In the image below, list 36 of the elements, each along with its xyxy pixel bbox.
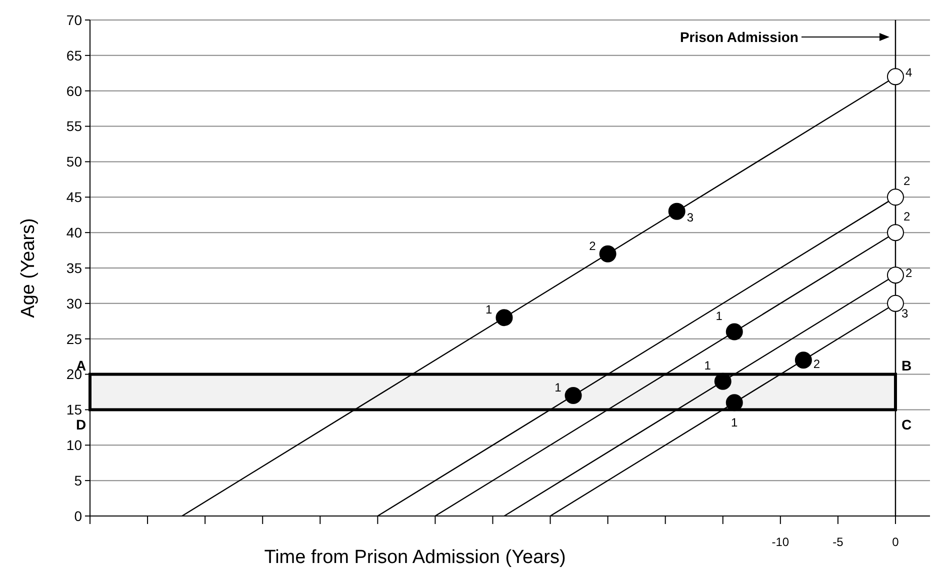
x-tick-label: -5	[832, 535, 844, 549]
annotation: B	[901, 357, 912, 374]
text: D	[76, 416, 86, 433]
y-tick-label: 10	[66, 437, 82, 454]
annotation: 1	[554, 380, 562, 395]
ref-line-label: Prison Admission	[680, 29, 798, 45]
annotation: 1	[486, 302, 493, 317]
annotation: 3	[901, 306, 908, 320]
y-tick-label: 25	[66, 330, 82, 347]
y-tick-label: 55	[66, 118, 82, 134]
annotation: 2	[905, 266, 912, 280]
y-tick-label: 50	[66, 154, 82, 170]
annotation: 1	[731, 416, 738, 430]
x-tick-label: -10	[772, 535, 790, 549]
y-tick-label: 0	[74, 508, 82, 524]
y-tick-label: 40	[66, 224, 82, 240]
y-tick-label: 15	[66, 402, 82, 418]
annotation: 1	[704, 358, 712, 372]
annotation: 2	[813, 357, 820, 372]
annotation: 1	[716, 308, 723, 323]
annotation: 2	[903, 210, 910, 224]
y-tick-label: 70	[66, 12, 82, 28]
y-tick-label: 30	[66, 295, 82, 312]
x-tick-label: 0	[892, 535, 900, 549]
y-tick-label: 65	[66, 47, 82, 64]
y-tick-label: 45	[66, 189, 82, 206]
annotation: 4	[905, 66, 912, 80]
y-tick-label: 60	[66, 82, 82, 99]
annotation: 2	[589, 238, 596, 253]
x-axis-title: Time from Prison Admission (Years)	[264, 547, 566, 568]
y-axis-title: Age (Years)	[18, 218, 39, 318]
annotation: 2	[903, 174, 910, 188]
annotation: C	[901, 416, 912, 433]
annotation: 3	[686, 210, 694, 224]
y-tick-label: 5	[74, 472, 82, 488]
y-tick-label: 35	[66, 260, 82, 276]
